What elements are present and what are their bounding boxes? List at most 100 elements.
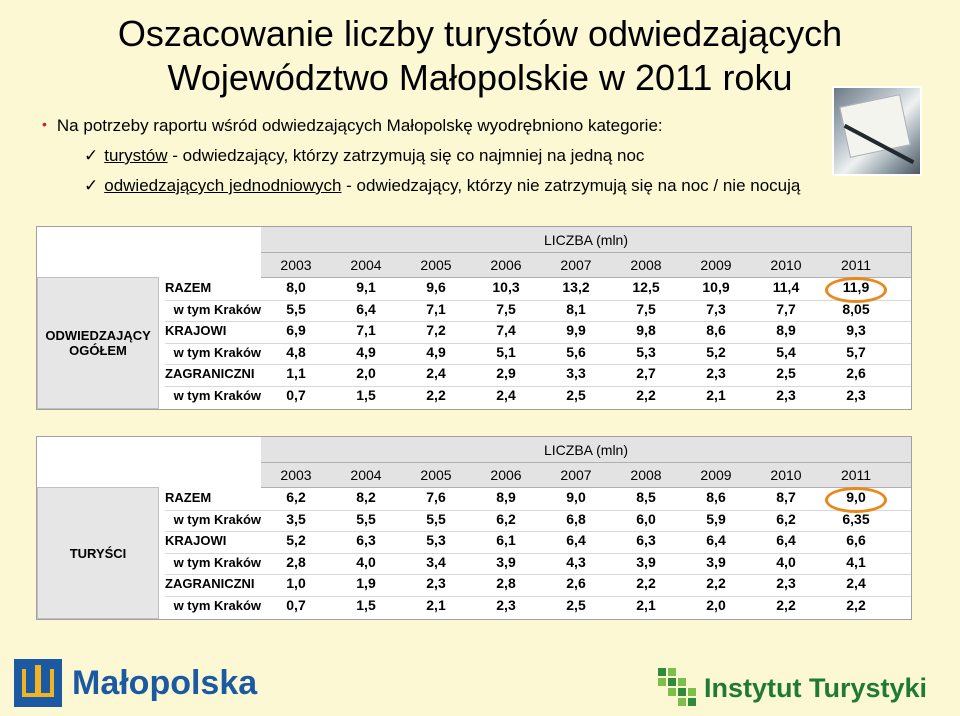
table-cell: 2,4 bbox=[846, 575, 866, 591]
table-cell: 2,3 bbox=[846, 386, 866, 403]
row-divider bbox=[165, 321, 911, 322]
table-cell: 4,8 bbox=[286, 343, 306, 360]
table-cell: 0,7 bbox=[286, 386, 306, 403]
row-label: w tym Kraków bbox=[173, 301, 261, 317]
table-cell: 5,3 bbox=[426, 532, 446, 548]
table-cell: 11,4 bbox=[772, 279, 800, 295]
header-divider bbox=[261, 487, 911, 488]
table-cell: 2,4 bbox=[496, 386, 516, 403]
row-label: KRAJOWI bbox=[165, 533, 227, 548]
table-cell: 7,2 bbox=[426, 322, 446, 338]
table-cell: 6,35 bbox=[842, 510, 870, 527]
table-cell: 2,1 bbox=[706, 386, 726, 403]
table-cell: 2,2 bbox=[846, 596, 866, 613]
table-cell: 8,1 bbox=[566, 300, 586, 317]
malopolska-mark-icon bbox=[14, 659, 62, 707]
table-cell: 6,0 bbox=[636, 510, 656, 527]
table-cell: 6,4 bbox=[776, 532, 796, 548]
table-cell: 7,7 bbox=[776, 300, 796, 317]
table-cell: 4,0 bbox=[776, 553, 796, 570]
row-label: RAZEM bbox=[165, 280, 212, 295]
table-cell: 6,3 bbox=[356, 532, 376, 548]
table-cell: 4,1 bbox=[846, 553, 866, 570]
table-cell: 6,2 bbox=[286, 489, 306, 505]
highlight-circle bbox=[825, 487, 887, 513]
table-cell: 7,4 bbox=[496, 322, 516, 338]
row-divider bbox=[165, 509, 911, 511]
intro-bullet: • Na potrzeby raportu wśród odwiedzającyc… bbox=[42, 116, 663, 136]
table-cell: 6,3 bbox=[636, 532, 656, 548]
year-header: 2004 bbox=[350, 467, 382, 483]
row-divider bbox=[165, 299, 911, 301]
year-header: 2009 bbox=[700, 467, 732, 483]
category-item-day-visitors: ✓ odwiedzających jednodniowych - odwiedza… bbox=[84, 176, 800, 196]
year-header: 2008 bbox=[630, 467, 662, 483]
table-cell: 9,6 bbox=[426, 279, 446, 295]
header-divider bbox=[261, 462, 911, 463]
table-cell: 6,4 bbox=[706, 532, 726, 548]
table-cell: 2,6 bbox=[846, 365, 866, 381]
row-divider bbox=[165, 552, 911, 554]
table-cell: 8,05 bbox=[842, 300, 870, 317]
intro-text: Na potrzeby raportu wśród odwiedzających… bbox=[56, 116, 663, 135]
table-cell: 2,3 bbox=[776, 575, 796, 591]
table-cell: 9,0 bbox=[566, 489, 586, 505]
table-cell: 6,2 bbox=[496, 510, 516, 527]
table-cell: 5,1 bbox=[496, 343, 516, 360]
table-cell: 0,7 bbox=[286, 596, 306, 613]
table-cell: 7,5 bbox=[496, 300, 516, 317]
table-cell: 2,6 bbox=[566, 575, 586, 591]
table-cell: 6,1 bbox=[496, 532, 516, 548]
year-header: 2005 bbox=[420, 257, 452, 273]
table-cell: 9,1 bbox=[356, 279, 376, 295]
year-header: 2003 bbox=[280, 257, 312, 273]
table-cell: 7,5 bbox=[636, 300, 656, 317]
highlight-circle bbox=[825, 277, 887, 303]
table-cell: 6,4 bbox=[566, 532, 586, 548]
category-desc: - odwiedzający, którzy nie zatrzymują si… bbox=[341, 176, 801, 195]
category-item-tourists: ✓ turystów - odwiedzający, którzy zatrzym… bbox=[84, 146, 644, 166]
table-cell: 2,1 bbox=[426, 596, 446, 613]
table-cell: 8,7 bbox=[776, 489, 796, 505]
visitors-table: LICZBA (mln) 2003 2004 2005 2006 2007 2008 2009… bbox=[36, 226, 912, 410]
checkmark-icon: ✓ bbox=[84, 176, 99, 195]
table-cell: 8,5 bbox=[636, 489, 656, 505]
title-line-2: Województwo Małopolskie w 2011 roku bbox=[167, 57, 793, 98]
year-header: 2005 bbox=[420, 467, 452, 483]
table-cell: 1,0 bbox=[286, 575, 306, 591]
header-divider bbox=[261, 277, 911, 278]
table-cell: 5,7 bbox=[846, 343, 866, 360]
table-cell: 3,9 bbox=[706, 553, 726, 570]
table-cell: 8,9 bbox=[496, 489, 516, 505]
table-cell: 8,6 bbox=[706, 322, 726, 338]
row-label: RAZEM bbox=[165, 490, 212, 505]
table-cell: 7,3 bbox=[706, 300, 726, 317]
table-cell: 6,8 bbox=[566, 510, 586, 527]
table-cell: 2,2 bbox=[776, 596, 796, 613]
table-cell: 2,2 bbox=[426, 386, 446, 403]
table-cell: 1,9 bbox=[356, 575, 376, 591]
row-label: ZAGRANICZNI bbox=[165, 576, 255, 591]
table-cell: 2,9 bbox=[496, 365, 516, 381]
instytut-turystyki-logo-text: Instytut Turystyki bbox=[704, 672, 928, 703]
table-cell: 5,5 bbox=[426, 510, 446, 527]
table-cell: 5,5 bbox=[286, 300, 306, 317]
table-cell: 6,6 bbox=[846, 532, 866, 548]
table-cell: 3,3 bbox=[566, 365, 586, 381]
table-cell: 2,8 bbox=[496, 575, 516, 591]
table-cell: 5,9 bbox=[706, 510, 726, 527]
table-cell: 6,4 bbox=[356, 300, 376, 317]
table-cell: 2,8 bbox=[286, 553, 306, 570]
table-cell: 5,2 bbox=[286, 532, 306, 548]
table-cell: 9,9 bbox=[566, 322, 586, 338]
row-divider bbox=[165, 385, 911, 387]
table-cell: 2,7 bbox=[636, 365, 656, 381]
table-cell: 2,5 bbox=[566, 596, 586, 613]
group-label: TURYŚCI bbox=[37, 487, 159, 619]
row-divider bbox=[165, 342, 911, 344]
row-divider bbox=[165, 531, 911, 532]
table-cell: 2,2 bbox=[636, 575, 656, 591]
year-header: 2006 bbox=[490, 467, 522, 483]
table-cell: 5,2 bbox=[706, 343, 726, 360]
table-cell: 1,5 bbox=[356, 596, 376, 613]
